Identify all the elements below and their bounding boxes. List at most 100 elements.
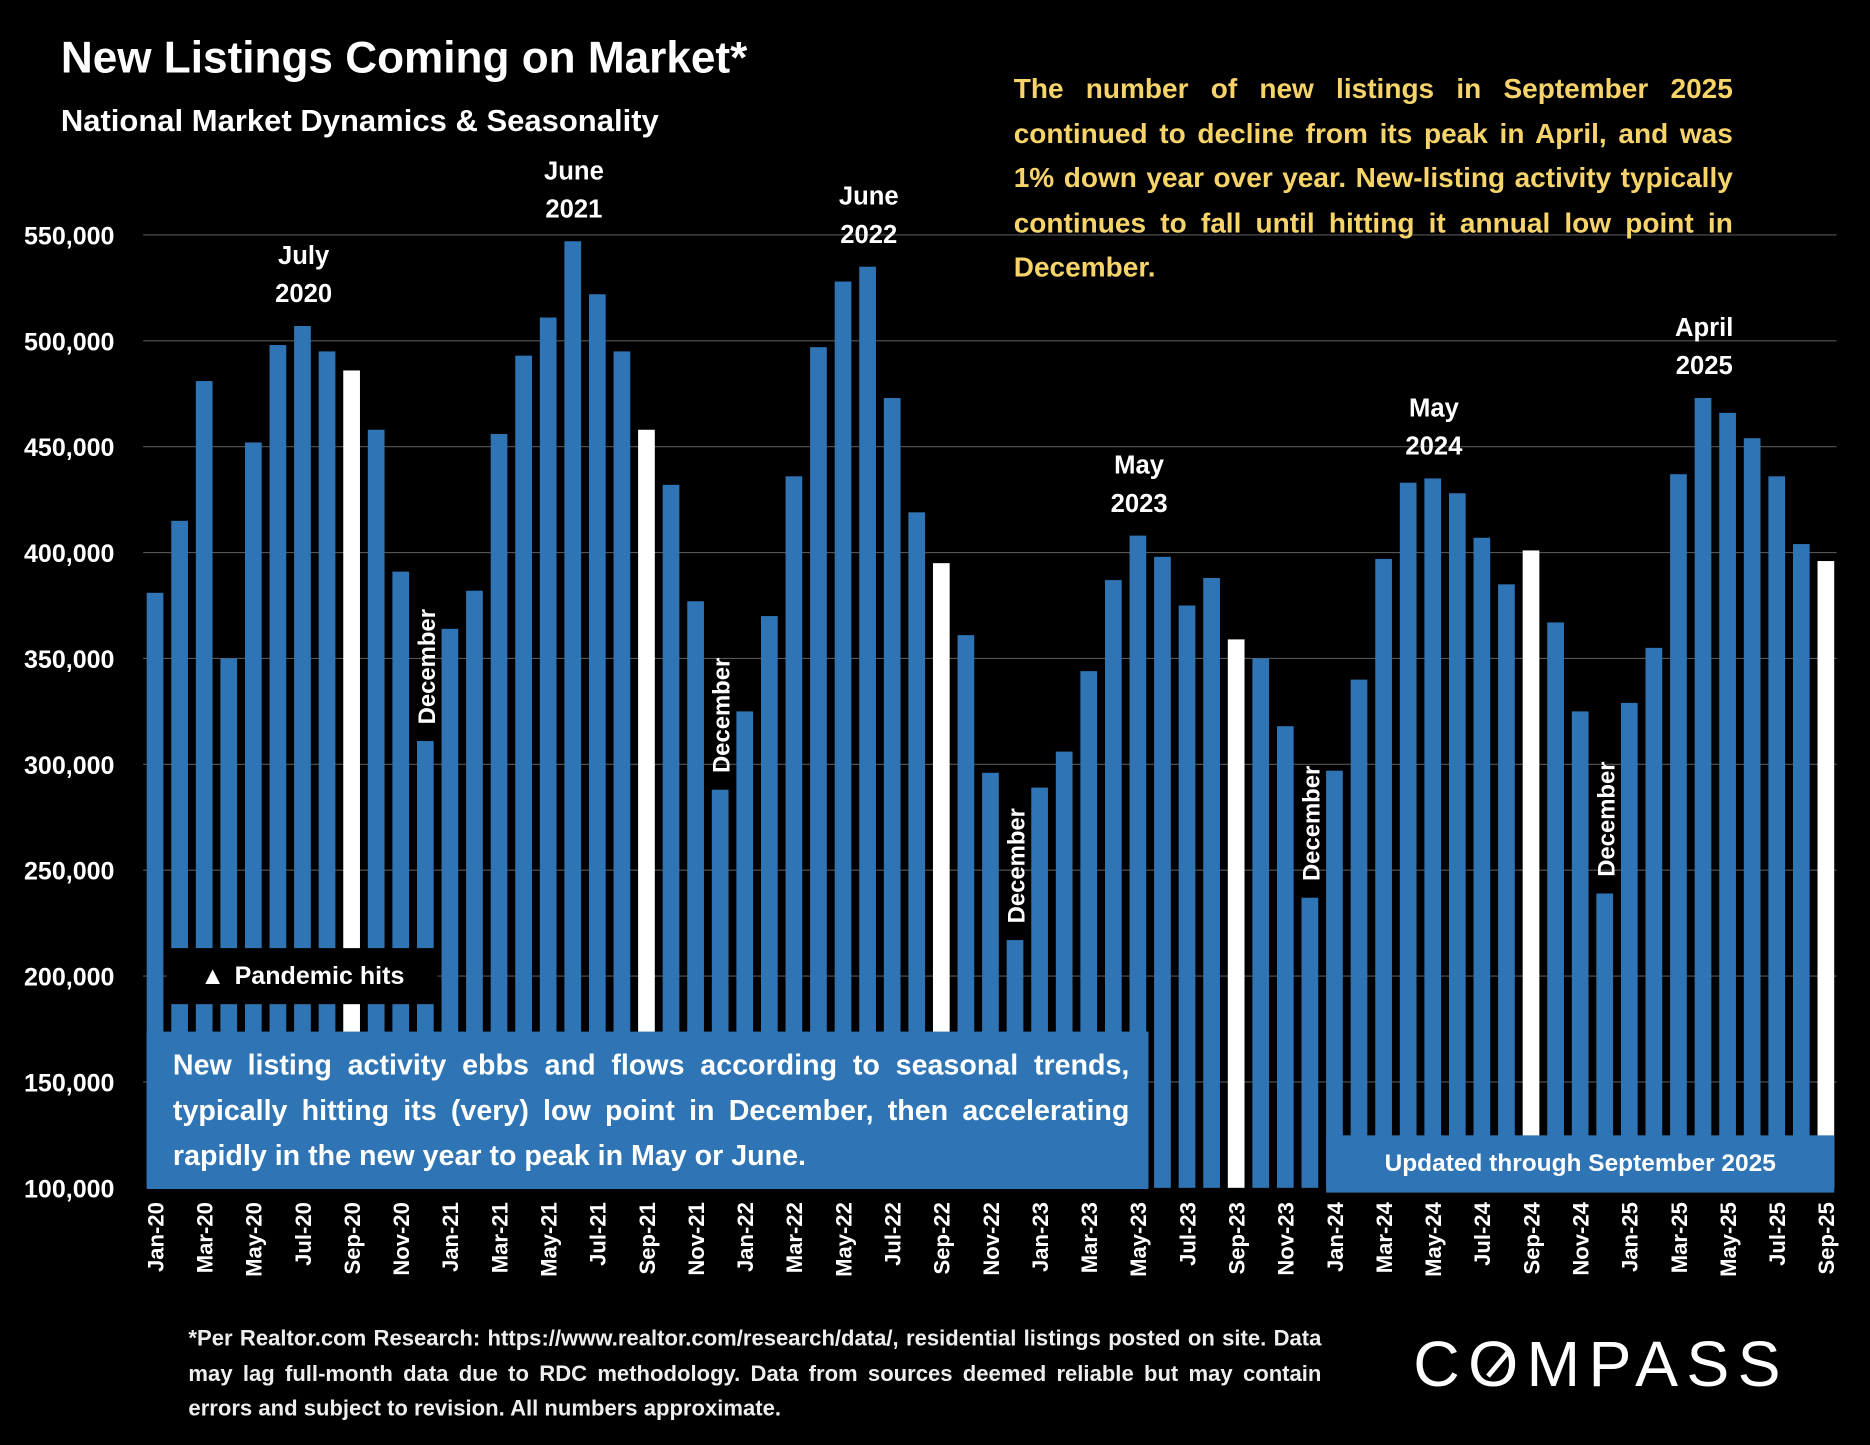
x-tick-label: Jan-25 — [1618, 1202, 1643, 1272]
peak-label: June — [839, 183, 899, 211]
x-tick-label: Sep-22 — [930, 1202, 955, 1274]
x-tick-label: Sep-25 — [1814, 1202, 1839, 1274]
december-label: December — [1298, 766, 1325, 881]
bar-aug-24 — [1498, 584, 1515, 1188]
bar-jan-25 — [1620, 702, 1638, 1188]
x-tick-label: Sep-24 — [1519, 1201, 1544, 1274]
bar-jul-21 — [588, 294, 606, 1188]
x-tick-label: Mar-21 — [487, 1202, 512, 1273]
y-tick-label: 400,000 — [24, 540, 114, 568]
bar-sep-24 — [1522, 550, 1540, 1188]
x-tick-label: May-21 — [537, 1202, 562, 1277]
bar-may-22 — [834, 281, 852, 1188]
x-tick-label: Mar-24 — [1372, 1201, 1397, 1273]
x-tick-label: Jan-20 — [143, 1202, 168, 1272]
x-tick-label: Nov-24 — [1569, 1201, 1594, 1275]
x-tick-label: Mar-23 — [1077, 1202, 1102, 1273]
peak-label: July — [278, 242, 330, 270]
bar-mar-25 — [1670, 474, 1687, 1188]
chart-title: New Listings Coming on Market* — [60, 33, 748, 83]
bar-mar-21 — [490, 433, 508, 1188]
updated-label: Updated through September 2025 — [1326, 1135, 1835, 1193]
bar-sep-25 — [1817, 561, 1835, 1188]
bar-apr-22 — [810, 347, 827, 1188]
pandemic-annotation: ▲ Pandemic hits — [166, 948, 438, 1005]
bar-jun-21 — [564, 241, 582, 1188]
peak-label: May — [1409, 394, 1460, 422]
x-tick-label: Jan-24 — [1323, 1201, 1348, 1272]
bar-oct-21 — [662, 484, 680, 1188]
bar-mar-24 — [1375, 558, 1392, 1188]
y-tick-label: 300,000 — [24, 752, 114, 780]
bar-oct-23 — [1252, 658, 1270, 1188]
y-tick-label: 200,000 — [24, 964, 114, 992]
peak-label: 2023 — [1111, 490, 1168, 518]
bar-apr-25 — [1694, 397, 1712, 1188]
peak-label: May — [1114, 452, 1165, 480]
bar-may-25 — [1719, 412, 1736, 1188]
bar-jun-25 — [1743, 438, 1761, 1188]
x-tick-label: Nov-23 — [1274, 1202, 1299, 1276]
bar-aug-23 — [1203, 577, 1220, 1188]
december-label: December — [709, 658, 736, 773]
bar-jun-24 — [1448, 493, 1466, 1188]
peak-label: 2024 — [1405, 433, 1463, 461]
x-tick-label: Nov-21 — [684, 1202, 709, 1276]
seasonal-note: New listing activity ebbs and flows acco… — [146, 1031, 1149, 1190]
bar-may-24 — [1424, 478, 1442, 1188]
y-tick-label: 500,000 — [24, 328, 114, 356]
bar-feb-25 — [1645, 647, 1663, 1188]
footnote: *Per Realtor.com Research: https://www.r… — [188, 1324, 1322, 1421]
x-tick-label: Jul-24 — [1470, 1201, 1495, 1265]
x-tick-label: Jan-23 — [1028, 1202, 1053, 1272]
bar-may-23 — [1129, 535, 1147, 1188]
x-tick-label: May-25 — [1716, 1202, 1741, 1277]
x-tick-label: Mar-22 — [782, 1202, 807, 1273]
x-tick-label: Sep-20 — [340, 1202, 365, 1274]
peak-label: 2022 — [840, 221, 897, 249]
y-tick-label: 350,000 — [24, 646, 114, 674]
bar-aug-22 — [908, 512, 926, 1188]
x-tick-label: Sep-23 — [1225, 1202, 1250, 1274]
bar-apr-21 — [515, 355, 532, 1188]
bar-jun-22 — [859, 266, 876, 1188]
pandemic-label: Pandemic hits — [234, 961, 405, 990]
december-label: December — [414, 609, 441, 724]
bar-jun-23 — [1154, 556, 1171, 1188]
x-tick-label: Jul-20 — [291, 1202, 316, 1266]
bar-may-21 — [539, 317, 557, 1188]
x-tick-label: Jan-22 — [733, 1202, 758, 1272]
bar-feb-20 — [171, 520, 188, 1188]
y-tick-label: 550,000 — [24, 222, 114, 250]
peak-label: 2021 — [545, 195, 602, 223]
december-label: December — [1593, 761, 1620, 876]
chart-subtitle: National Market Dynamics & Seasonality — [60, 102, 659, 139]
bar-dec-24 — [1596, 893, 1614, 1188]
bar-sep-23 — [1227, 639, 1245, 1188]
peak-label: June — [544, 157, 604, 185]
x-tick-label: Jul-23 — [1175, 1202, 1200, 1266]
y-tick-label: 100,000 — [24, 1175, 114, 1203]
x-tick-label: May-20 — [242, 1202, 267, 1277]
bar-jul-23 — [1178, 605, 1196, 1188]
x-tick-label: Jul-22 — [881, 1202, 906, 1266]
x-tick-label: Jul-21 — [586, 1202, 611, 1266]
bar-nov-23 — [1276, 726, 1294, 1188]
triangle-up-icon: ▲ — [200, 961, 226, 990]
bar-aug-25 — [1792, 544, 1810, 1188]
x-tick-label: Mar-20 — [193, 1202, 218, 1273]
bar-jul-22 — [883, 397, 901, 1188]
compass-logo: COMPASS — [1413, 1328, 1789, 1401]
summary-note: The number of new listings in September … — [1013, 72, 1733, 283]
bar-jan-24 — [1326, 770, 1343, 1188]
x-tick-label: Nov-20 — [389, 1202, 414, 1276]
bar-dec-23 — [1301, 897, 1319, 1188]
bar-jul-24 — [1473, 537, 1491, 1188]
bar-oct-24 — [1547, 622, 1564, 1188]
x-tick-label: Sep-21 — [635, 1202, 660, 1274]
y-tick-label: 450,000 — [24, 434, 114, 462]
x-tick-label: Jul-25 — [1765, 1202, 1790, 1266]
y-tick-label: 250,000 — [24, 858, 114, 886]
bar-nov-24 — [1571, 711, 1589, 1188]
